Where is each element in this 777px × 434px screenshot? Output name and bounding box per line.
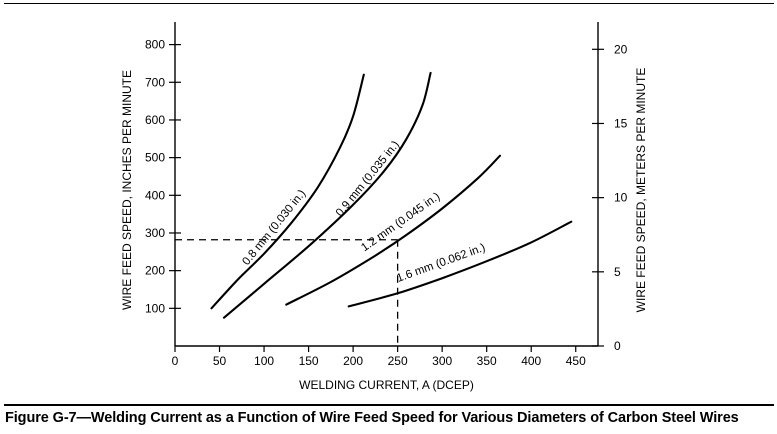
x-tick-label: 300 [432,354,452,368]
y-tick-label: 400 [145,188,165,202]
top-rule [4,3,774,4]
caption-rule [4,404,774,406]
y-tick-label: 500 [145,151,165,165]
x-tick-label: 450 [566,354,586,368]
series-line [222,71,432,319]
y-tick-label: 600 [145,113,165,127]
x-tick-label: 200 [343,354,363,368]
series-line [347,220,573,308]
series-line [210,73,365,310]
y2-tick-label: 10 [614,191,628,205]
y-tick-label: 300 [145,226,165,240]
x-tick-label: 250 [388,354,408,368]
chart: 0 50 100 150 200 250 300 350 400 4501002003004005… [120,22,648,392]
series-line [285,154,502,306]
x-tick-label: 150 [299,354,319,368]
x-tick-label: 100 [254,354,274,368]
y-axis-label: WIRE FEED SPEED, INCHES PER MINUTE [120,70,134,310]
y-tick-label: 700 [145,75,165,89]
y2-tick-label: 15 [614,116,628,130]
x-tick-label: 50 [213,354,227,368]
x-tick-label: 400 [521,354,541,368]
x-tick-label: 0 [172,354,179,368]
y2-tick-label: 0 [614,339,621,353]
x-axis-label: WELDING CURRENT, A (DCEP) [299,378,474,392]
y2-axis-label: WIRE FEED SPEED, METERS PER MINUTE [634,68,648,313]
series-label: 1.2 mm (0.045 in.) [359,191,442,255]
y2-tick-label: 5 [614,265,621,279]
x-tick-label: 350 [477,354,497,368]
y-tick-label: 100 [145,301,165,315]
y2-tick-label: 20 [614,42,628,56]
series-label: 0.9 mm (0.035 in.) [334,139,402,219]
y-tick-label: 800 [145,38,165,52]
figure-caption: Figure G-7—Welding Current as a Function… [5,410,739,426]
y-tick-label: 200 [145,264,165,278]
